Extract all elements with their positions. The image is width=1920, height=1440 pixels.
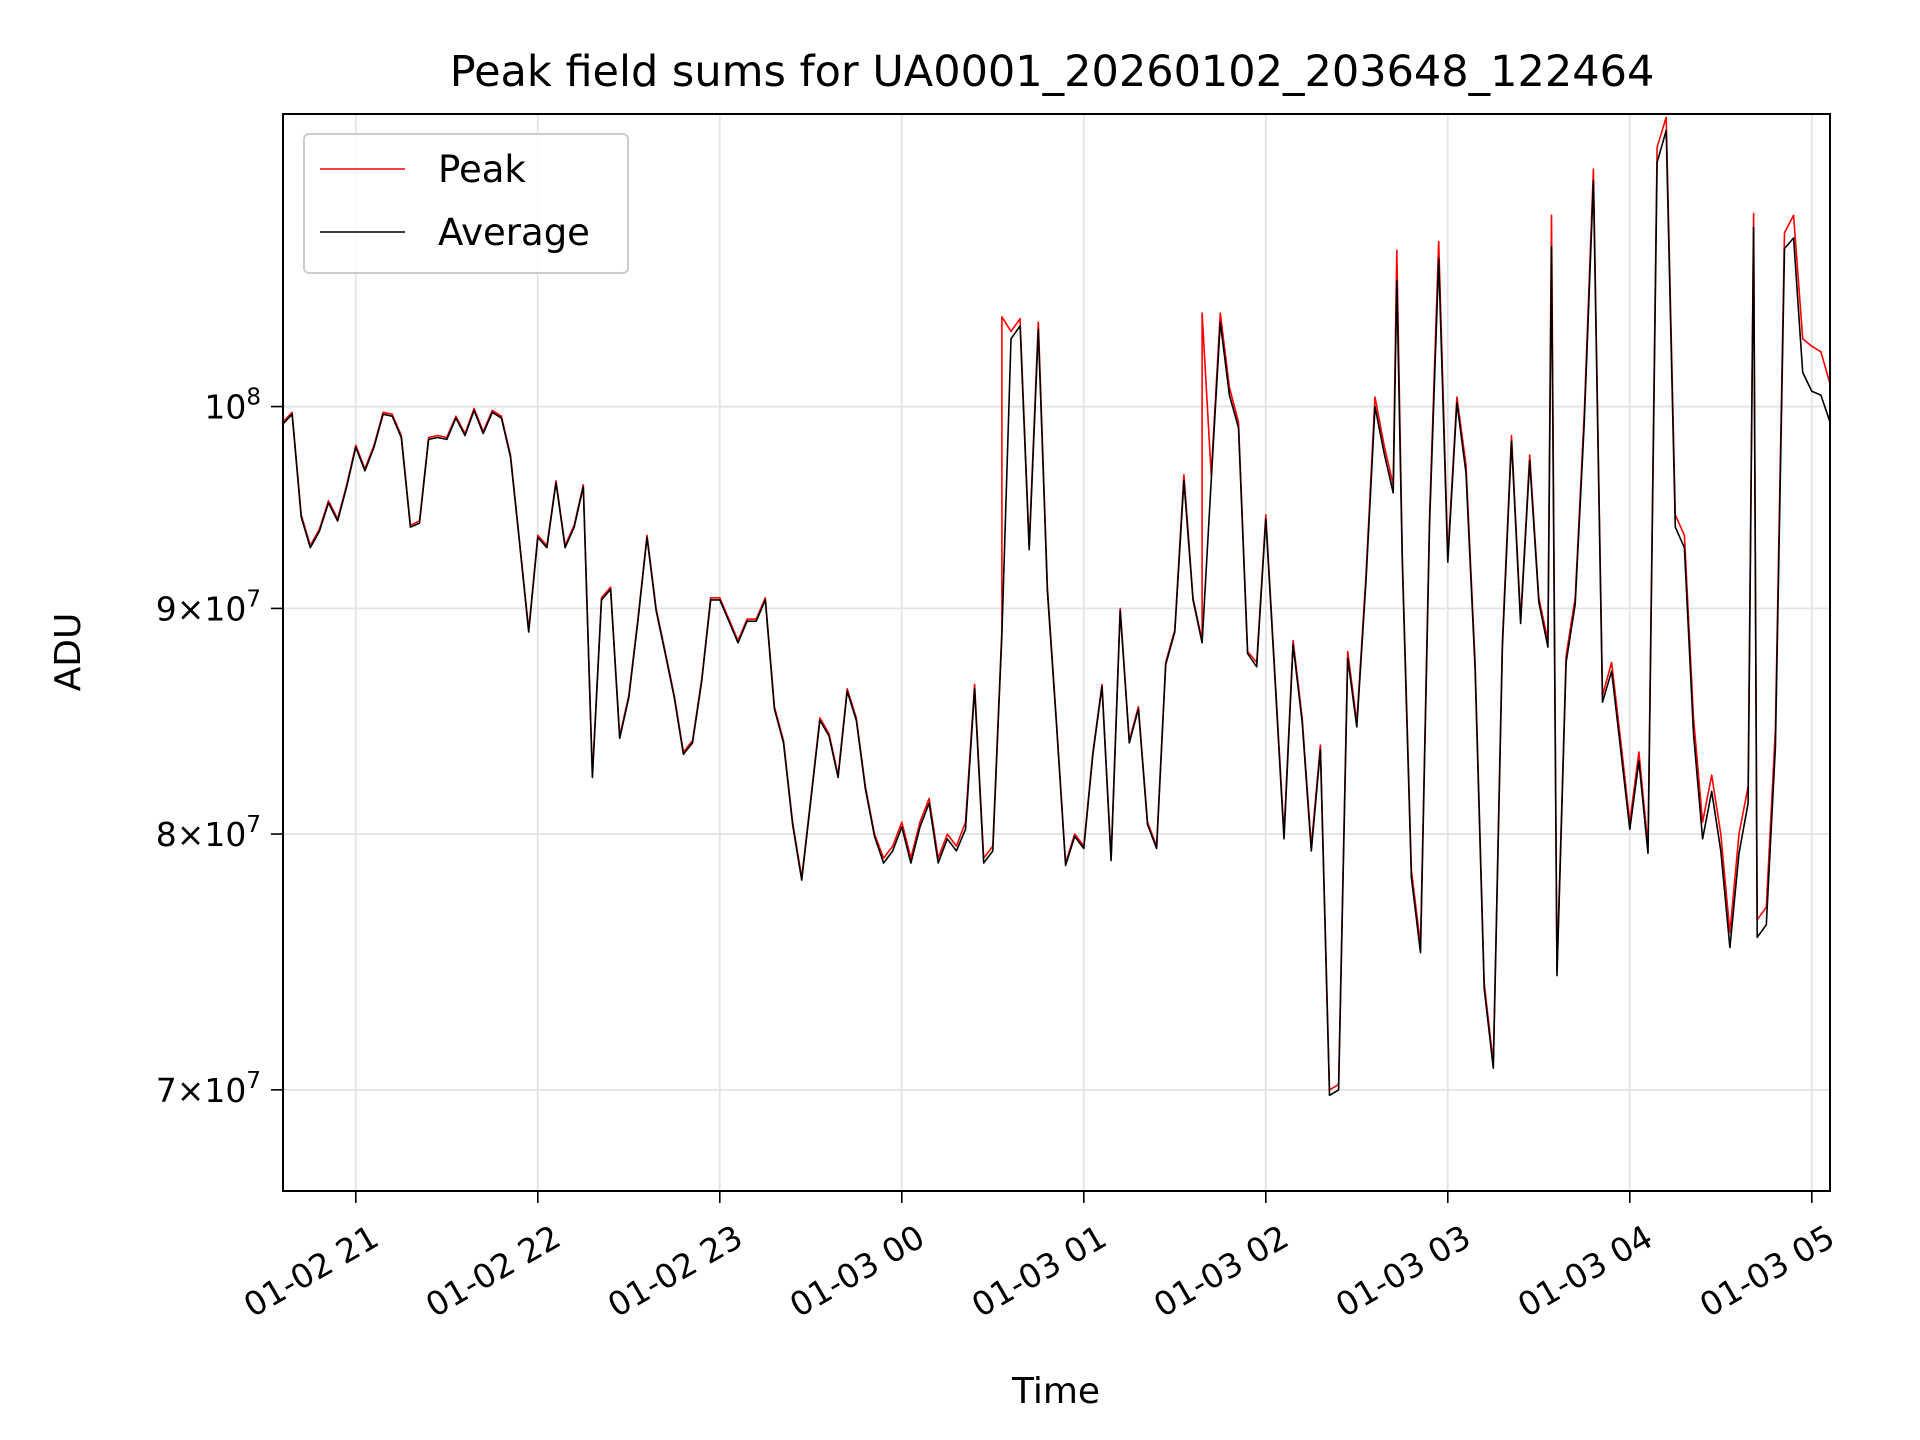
legend-label-peak: Peak [438, 148, 526, 191]
chart-title: Peak field sums for UA0001_20260102_2036… [450, 47, 1655, 97]
series-layer [283, 116, 1830, 1097]
y-axis-label: ADU [48, 613, 89, 692]
plot-frame [282, 113, 1831, 1192]
x-tick-label: 01-03 00 [783, 1217, 931, 1325]
legend: Peak Average [303, 133, 629, 274]
x-axis: 01-02 21 01-02 22 01-02 23 01-03 00 01-03 01… [237, 1191, 1841, 1325]
x-tick-label: 01-03 01 [965, 1217, 1113, 1325]
x-tick-label: 01-03 02 [1147, 1217, 1295, 1325]
y-axis: 7×107 8×107 9×107 108 [156, 385, 283, 1110]
y-tick-label: 9×107 [156, 586, 261, 628]
x-axis-label: Time [1011, 1371, 1100, 1412]
y-tick-label: 108 [204, 385, 261, 427]
x-tick-label: 01-03 03 [1329, 1217, 1477, 1325]
x-tick-label: 01-02 23 [601, 1217, 749, 1325]
x-tick-label: 01-02 21 [237, 1217, 385, 1325]
x-tick-label: 01-03 04 [1511, 1217, 1659, 1325]
grid-layer [283, 114, 1830, 1191]
legend-label-average: Average [438, 211, 590, 254]
y-tick-label: 8×107 [156, 812, 261, 854]
series-group [283, 116, 1830, 1097]
series-line-average [283, 129, 1830, 1097]
x-tick-label: 01-02 22 [419, 1217, 567, 1325]
x-tick-label: 01-03 05 [1693, 1217, 1841, 1325]
y-tick-label: 7×107 [156, 1068, 261, 1110]
